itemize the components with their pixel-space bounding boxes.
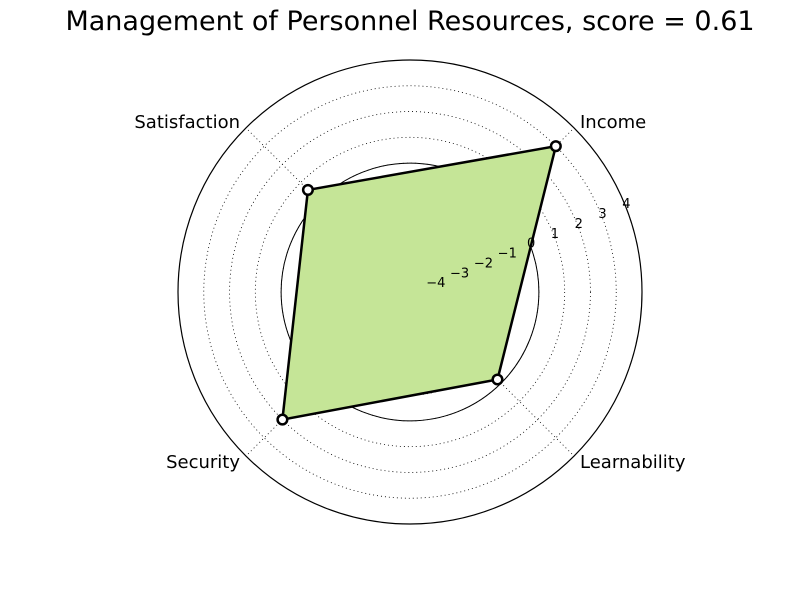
radial-tick-label: 4 xyxy=(622,197,630,212)
radial-tick-label: 3 xyxy=(598,207,606,222)
radial-tick-label: −3 xyxy=(450,266,469,281)
radar-series xyxy=(276,140,562,426)
radial-tick-label: 0 xyxy=(527,237,535,252)
radial-tick-label: −2 xyxy=(474,256,493,271)
radial-tick-label: 1 xyxy=(551,227,559,242)
grid-circle xyxy=(229,111,591,473)
radial-tick-label: 2 xyxy=(575,217,583,232)
reference-circle xyxy=(280,162,540,422)
grid-circle xyxy=(203,85,617,499)
axis-label-security: Security xyxy=(166,452,240,473)
grid-circle xyxy=(254,136,566,448)
radial-tick-label: −4 xyxy=(426,276,445,291)
axis-label-satisfaction: Satisfaction xyxy=(134,112,240,133)
radial-tick-labels: −4 −3 −2 −1 0 1 23 4 xyxy=(426,197,630,291)
series-area xyxy=(280,144,558,422)
data-point xyxy=(301,183,314,196)
radial-tick-label: −1 xyxy=(498,247,517,262)
axis-label-learnability: Learnability xyxy=(580,452,686,473)
chart-title: Management of Personnel Resources, score… xyxy=(65,6,754,37)
outer-frame xyxy=(177,59,643,525)
data-point xyxy=(276,413,289,426)
axis-labels: Income Learnability Security Satisfaction xyxy=(134,112,685,473)
data-point xyxy=(549,140,562,153)
data-point xyxy=(491,373,504,386)
axis-label-income: Income xyxy=(580,112,646,133)
